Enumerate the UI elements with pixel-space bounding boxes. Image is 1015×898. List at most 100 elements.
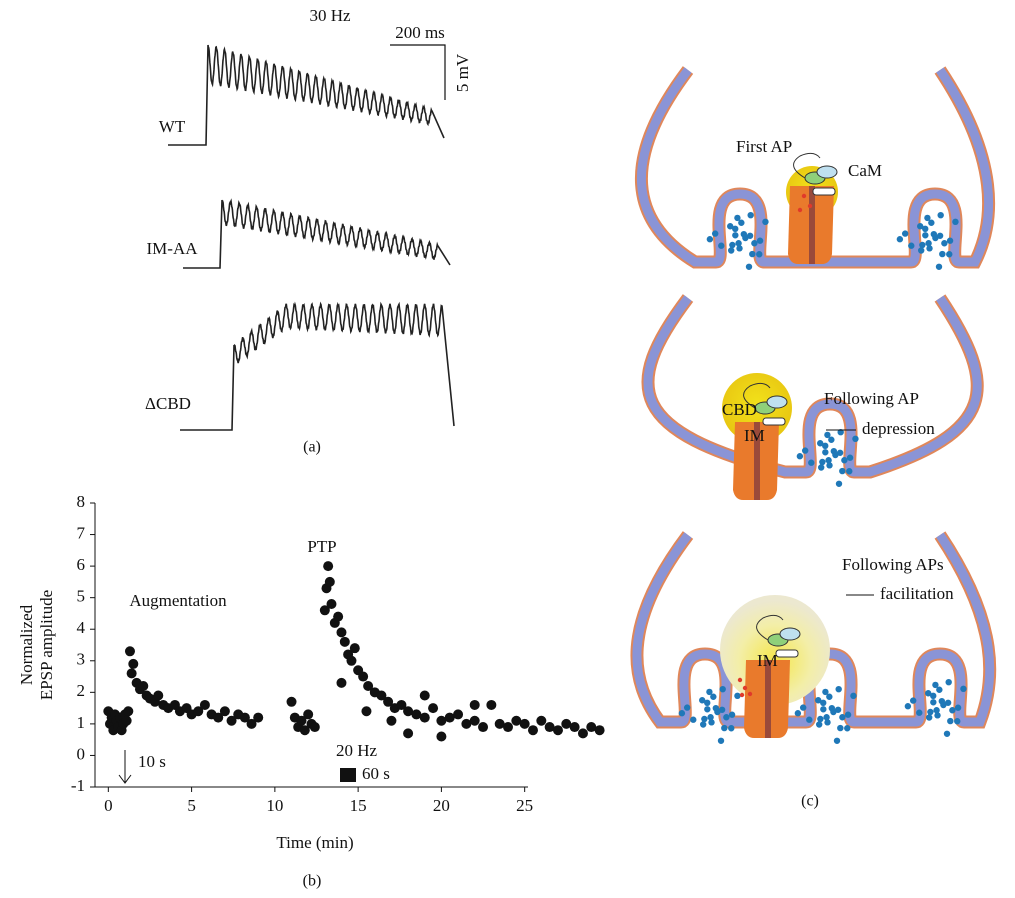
calcium	[748, 692, 752, 696]
vesicle	[701, 716, 707, 722]
vesicle	[728, 725, 734, 731]
vesicle	[844, 725, 850, 731]
vesicle	[839, 468, 845, 474]
vesicle	[919, 242, 925, 248]
vesicle	[708, 719, 714, 725]
vesicle	[897, 236, 903, 242]
vesicle	[718, 243, 724, 249]
trace	[180, 304, 454, 430]
label: depression	[862, 419, 935, 438]
point	[128, 659, 138, 669]
pore	[765, 660, 771, 738]
point	[346, 656, 356, 666]
vesicle	[846, 468, 852, 474]
point	[420, 713, 430, 723]
panel-a: 30 Hz 200 ms 5 mV WT IM-AA ΔCBD (a)	[145, 6, 472, 456]
vesicle	[916, 710, 922, 716]
calcium	[738, 678, 742, 682]
point	[520, 719, 530, 729]
vesicle	[918, 247, 924, 253]
x-tick-label: 15	[350, 796, 367, 815]
point	[570, 722, 580, 732]
vesicle	[939, 251, 945, 257]
vesicle	[952, 219, 958, 225]
point	[486, 700, 496, 710]
vesicle	[756, 251, 762, 257]
point	[310, 722, 320, 732]
vesicle	[945, 700, 951, 706]
vesicle	[902, 230, 908, 236]
point	[200, 700, 210, 710]
pore	[809, 186, 815, 264]
vesicle	[732, 232, 738, 238]
point	[578, 728, 588, 738]
vesicle	[800, 704, 806, 710]
y-tick-label: 0	[77, 744, 86, 763]
point	[386, 716, 396, 726]
vesicle	[829, 705, 835, 711]
vesicle	[736, 245, 742, 251]
vesicle	[924, 215, 930, 221]
point	[122, 716, 132, 726]
vesicle	[926, 714, 932, 720]
stimulus-block	[340, 768, 356, 782]
point	[138, 681, 148, 691]
label: Following APs	[842, 555, 944, 574]
vesicle	[835, 686, 841, 692]
annotation: PTP	[307, 537, 336, 556]
x-tick-label: 25	[516, 796, 533, 815]
annotation: 60 s	[362, 764, 390, 783]
y-tick-label: 7	[77, 523, 86, 542]
point	[403, 728, 413, 738]
vesicle	[841, 457, 847, 463]
point	[528, 725, 538, 735]
vesicle	[949, 707, 955, 713]
cam	[767, 396, 787, 408]
x-tick-label: 10	[266, 796, 283, 815]
vesicle	[824, 432, 830, 438]
vesicle	[746, 264, 752, 270]
vesicle	[826, 462, 832, 468]
vesicle	[719, 686, 725, 692]
panel-label: (b)	[303, 873, 322, 890]
annotation: Augmentation	[129, 591, 227, 610]
vesicle	[852, 436, 858, 442]
vesicle	[941, 240, 947, 246]
vesicle	[820, 706, 826, 712]
scale-time: 200 ms	[395, 23, 445, 42]
vesicle	[905, 703, 911, 709]
vesicle	[713, 705, 719, 711]
vesicle	[706, 689, 712, 695]
point	[326, 599, 336, 609]
vesicle	[679, 710, 685, 716]
annotation: 20 Hz	[336, 741, 378, 760]
im-domain	[763, 418, 785, 425]
y-tick-label: 4	[77, 618, 86, 637]
figure: 30 Hz 200 ms 5 mV WT IM-AA ΔCBD (a) (b) …	[0, 0, 1015, 898]
vesicle	[747, 212, 753, 218]
point	[503, 722, 513, 732]
vesicle	[960, 686, 966, 692]
vesicle	[835, 707, 841, 713]
vesicle	[947, 718, 953, 724]
membrane	[648, 298, 977, 472]
vesicle	[719, 707, 725, 713]
vesicle	[727, 223, 733, 229]
vesicle	[937, 233, 943, 239]
trace-label: WT	[159, 117, 186, 136]
vesicle	[822, 449, 828, 455]
vesicle	[723, 714, 729, 720]
vesicle	[850, 693, 856, 699]
vesicle	[836, 481, 842, 487]
channel	[788, 186, 810, 264]
x-tick-label: 5	[187, 796, 196, 815]
trace-label: ΔCBD	[145, 394, 191, 413]
vesicle	[819, 459, 825, 465]
point	[436, 732, 446, 742]
calcium	[808, 204, 812, 208]
point	[470, 716, 480, 726]
vesicle	[926, 245, 932, 251]
vesicle	[954, 718, 960, 724]
point	[595, 725, 605, 735]
label: CBD	[722, 400, 757, 419]
